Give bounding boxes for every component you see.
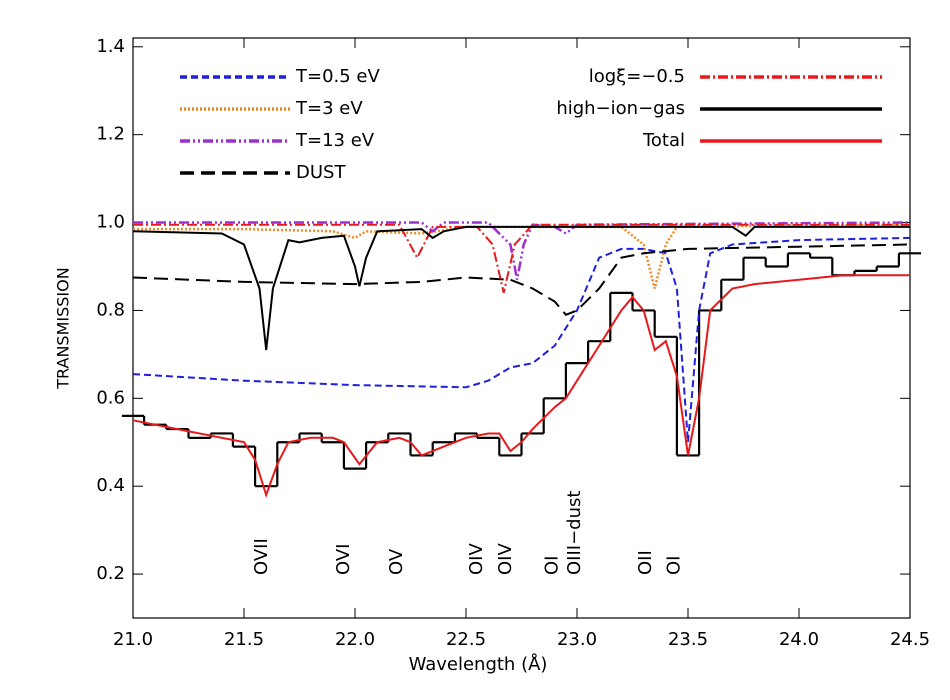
legend-label: logξ=−0.5 bbox=[589, 66, 685, 87]
ion-label: OII bbox=[635, 550, 656, 575]
y-tick-label: 0.8 bbox=[96, 299, 125, 320]
plot-frame bbox=[132, 37, 911, 619]
x-tick-label: 23.5 bbox=[668, 629, 708, 650]
ion-label: OIV bbox=[466, 543, 487, 575]
legend-label: high−ion−gas bbox=[556, 98, 685, 119]
series-line bbox=[133, 221, 911, 280]
y-tick-label: 1.4 bbox=[96, 36, 125, 57]
x-tick-label: 21.0 bbox=[113, 629, 153, 650]
ion-label: OIII−dust bbox=[564, 491, 585, 575]
x-tick-label: 24.0 bbox=[779, 629, 819, 650]
legend-label: DUST bbox=[296, 162, 346, 183]
ion-label: OI bbox=[542, 556, 563, 575]
legend-label: Total bbox=[642, 130, 685, 151]
x-tick-label: 22.5 bbox=[446, 629, 486, 650]
x-tick-label: 22.0 bbox=[335, 629, 375, 650]
ion-label: OVII bbox=[251, 538, 272, 575]
y-tick-label: 1.2 bbox=[96, 124, 125, 145]
series-line bbox=[132, 225, 910, 351]
y-tick-label: 0.6 bbox=[96, 387, 125, 408]
ion-label: OVI bbox=[333, 544, 354, 575]
legend-label: T=13 eV bbox=[295, 130, 375, 151]
series-line bbox=[132, 243, 911, 316]
x-tick-label: 21.5 bbox=[224, 629, 264, 650]
ion-label: OIV bbox=[495, 543, 516, 575]
legend-label: T=0.5 eV bbox=[295, 66, 380, 87]
series-line bbox=[132, 274, 910, 499]
y-axis-label: TRANSMISSION bbox=[54, 267, 73, 389]
x-tick-label: 23.0 bbox=[557, 629, 597, 650]
y-tick-label: 1.0 bbox=[96, 212, 125, 233]
ion-label: OV bbox=[386, 548, 407, 575]
series-line bbox=[132, 236, 911, 443]
series-line bbox=[133, 223, 910, 294]
x-axis-label: Wavelength (Å) bbox=[409, 653, 548, 675]
x-tick-label: 24.5 bbox=[890, 629, 930, 650]
y-tick-label: 0.4 bbox=[96, 475, 125, 496]
legend-label: T=3 eV bbox=[295, 98, 363, 119]
y-tick-label: 0.2 bbox=[96, 563, 125, 584]
ion-label: OI bbox=[664, 556, 685, 575]
